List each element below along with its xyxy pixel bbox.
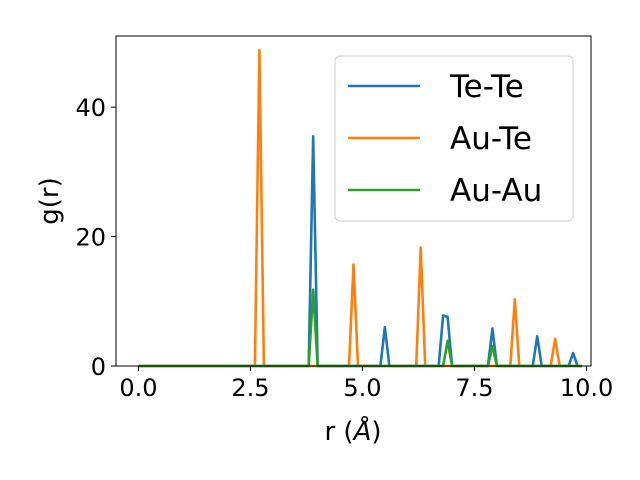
series-line-au-au	[138, 288, 583, 368]
x-axis-label: r (Å)	[324, 415, 381, 447]
legend-box	[334, 55, 574, 222]
x-axis: 0.0 2.5 5.0 7.5 10.0	[119, 366, 613, 402]
x-tick-label: 0.0	[119, 374, 157, 402]
x-tick-label: 7.5	[455, 374, 493, 402]
y-axis: 0 20 40	[75, 94, 116, 381]
y-tick-label: 20	[75, 224, 106, 252]
x-tick-label: 2.5	[231, 374, 269, 402]
series-line-au-te	[138, 48, 583, 368]
x-tick-label: 10.0	[560, 374, 613, 402]
legend: Te-Te Au-Te Au-Au	[334, 55, 574, 222]
plot-frame	[115, 35, 592, 367]
legend-label-au-au: Au-Au	[450, 173, 542, 209]
legend-label-te-te: Te-Te	[449, 69, 524, 105]
legend-label-au-te: Au-Te	[450, 121, 532, 157]
y-axis-label: g(r)	[35, 177, 65, 224]
y-tick-label: 0	[91, 353, 106, 381]
y-tick-label: 40	[75, 94, 106, 122]
x-tick-label: 5.0	[343, 374, 381, 402]
